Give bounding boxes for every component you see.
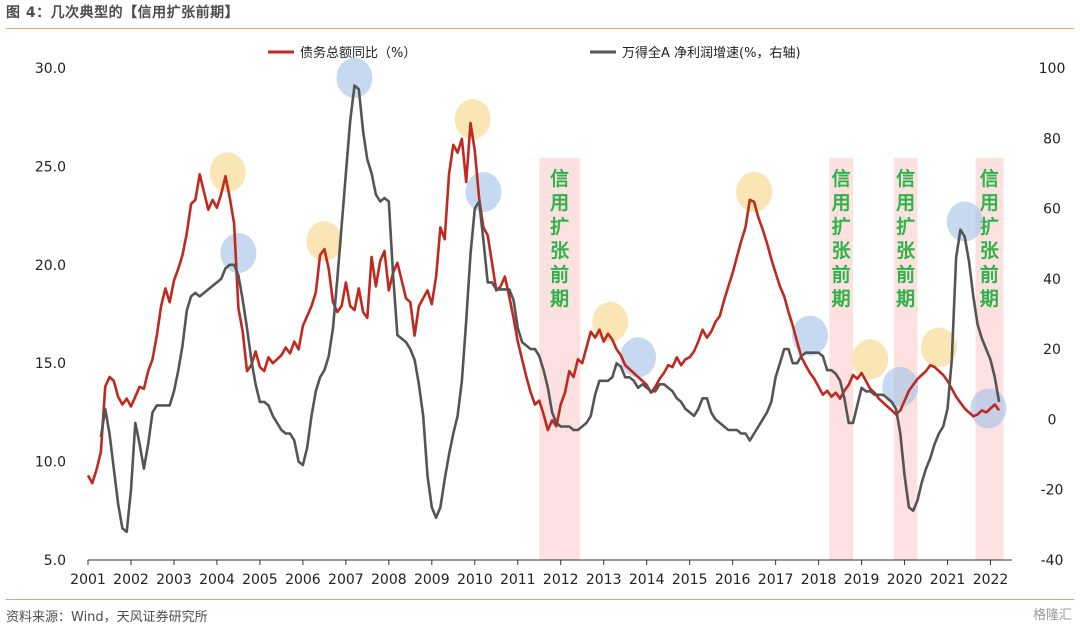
watermark-logo: 格隆汇 [1032, 608, 1072, 623]
band-label-char: 前 [980, 263, 999, 286]
band-label-char: 张 [550, 240, 570, 262]
band-label-char: 用 [896, 192, 915, 214]
x-tick-label: 2009 [414, 572, 450, 588]
band-label-char: 信 [896, 167, 915, 190]
credit-band [893, 158, 918, 560]
band-label-char: 扩 [980, 216, 999, 238]
band-label-char: 张 [980, 240, 1000, 262]
y-left-tick-label: 30.0 [35, 61, 66, 77]
x-tick-label: 2022 [973, 572, 1009, 588]
band-label-char: 期 [980, 288, 999, 310]
y-left-tick-label: 20.0 [35, 258, 66, 274]
figure-title: 图 4：几次典型的【信用扩张前期】 [6, 5, 240, 21]
x-tick-label: 2017 [758, 572, 794, 588]
band-label-char: 用 [832, 192, 851, 214]
credit-band [829, 158, 853, 560]
y-left-tick-label: 25.0 [35, 159, 66, 175]
x-tick-label: 2001 [70, 572, 106, 588]
y-right-tick-label: 0 [1048, 412, 1057, 428]
band-label-char: 用 [980, 192, 999, 214]
yellow-highlight-circle [920, 327, 957, 368]
series-layer [86, 84, 1001, 534]
x-tick-label: 2004 [199, 572, 235, 588]
x-tick-label: 2011 [500, 572, 536, 588]
source-note: 资料来源：Wind，天风证券研究所 [6, 610, 208, 625]
x-tick-label: 2010 [457, 572, 493, 588]
band-label-char: 前 [832, 263, 851, 286]
x-tick-label: 2014 [629, 572, 665, 588]
legend-label-debt: 债务总额同比（%） [300, 45, 416, 61]
legend-label-profit: 万得全A 净利润增速(%，右轴) [622, 45, 801, 61]
x-tick-label: 2019 [844, 572, 880, 588]
band-label-char: 扩 [550, 216, 569, 238]
x-tick-label: 2006 [285, 572, 321, 588]
band-label-char: 张 [832, 240, 852, 262]
yellow-highlight-circle [852, 339, 889, 380]
band-label-char: 信 [832, 167, 851, 190]
band-label-char: 期 [896, 288, 915, 310]
blue-highlight-circle [465, 171, 502, 212]
y-left-tick-label: 10.0 [35, 455, 66, 471]
x-tick-label: 2007 [328, 572, 364, 588]
band-label-char: 前 [550, 263, 569, 286]
x-tick-label: 2013 [586, 572, 622, 588]
y-right-tick-label: -20 [1041, 483, 1064, 499]
y-left-tick-label: 5.0 [44, 553, 66, 569]
legend: 债务总额同比（%） 万得全A 净利润增速(%，右轴) [268, 45, 801, 61]
debt-growth-line [86, 121, 1001, 485]
y-right-tick-label: 80 [1043, 131, 1061, 147]
band-label-char: 扩 [896, 216, 915, 238]
yellow-highlight-circle [454, 99, 491, 140]
band-label-char: 信 [980, 167, 999, 190]
y-right-tick-label: 100 [1039, 61, 1066, 77]
profit-growth-line [99, 84, 1001, 534]
top-rule [6, 28, 1074, 29]
x-tick-label: 2008 [371, 572, 407, 588]
blue-highlight-circle [792, 315, 829, 356]
blue-highlight-circle [620, 337, 657, 378]
x-tick-label: 2003 [156, 572, 192, 588]
blue-highlight-circle [970, 388, 1007, 429]
band-label-char: 张 [896, 240, 916, 262]
blue-highlight-circle [882, 366, 919, 407]
blue-highlight-circle [336, 57, 373, 98]
circle-layer [209, 57, 1007, 429]
band-label-char: 前 [896, 263, 915, 286]
y-left-tick-label: 15.0 [35, 356, 66, 372]
x-tick-label: 2002 [113, 572, 149, 588]
blue-highlight-circle [220, 232, 257, 273]
yellow-highlight-circle [209, 152, 246, 193]
bottom-rule [6, 599, 1074, 600]
yellow-highlight-circle [736, 171, 773, 212]
x-tick-label: 2015 [672, 572, 708, 588]
x-tick-label: 2005 [242, 572, 278, 588]
x-tick-label: 2021 [930, 572, 966, 588]
band-label-char: 期 [550, 288, 569, 310]
y-right-tick-label: 60 [1043, 202, 1061, 218]
blue-highlight-circle [946, 201, 983, 242]
y-right-tick-label: 20 [1043, 342, 1061, 358]
y-right-tick-label: 40 [1043, 272, 1061, 288]
band-label-char: 用 [550, 192, 569, 214]
band-label-char: 信 [550, 167, 569, 190]
credit-band [539, 158, 581, 560]
axes-layer: 2001 2002 2003 2004 2005 2006 2007 2008 2009 2010… [35, 61, 1066, 588]
band-label-char: 扩 [832, 216, 851, 238]
y-right-tick-label: -40 [1041, 553, 1064, 569]
x-tick-label: 2020 [887, 572, 923, 588]
x-tick-label: 2016 [715, 572, 751, 588]
x-tick-label: 2018 [801, 572, 837, 588]
x-tick-label: 2012 [543, 572, 579, 588]
yellow-highlight-circle [306, 221, 343, 262]
band-label-char: 期 [832, 288, 851, 310]
